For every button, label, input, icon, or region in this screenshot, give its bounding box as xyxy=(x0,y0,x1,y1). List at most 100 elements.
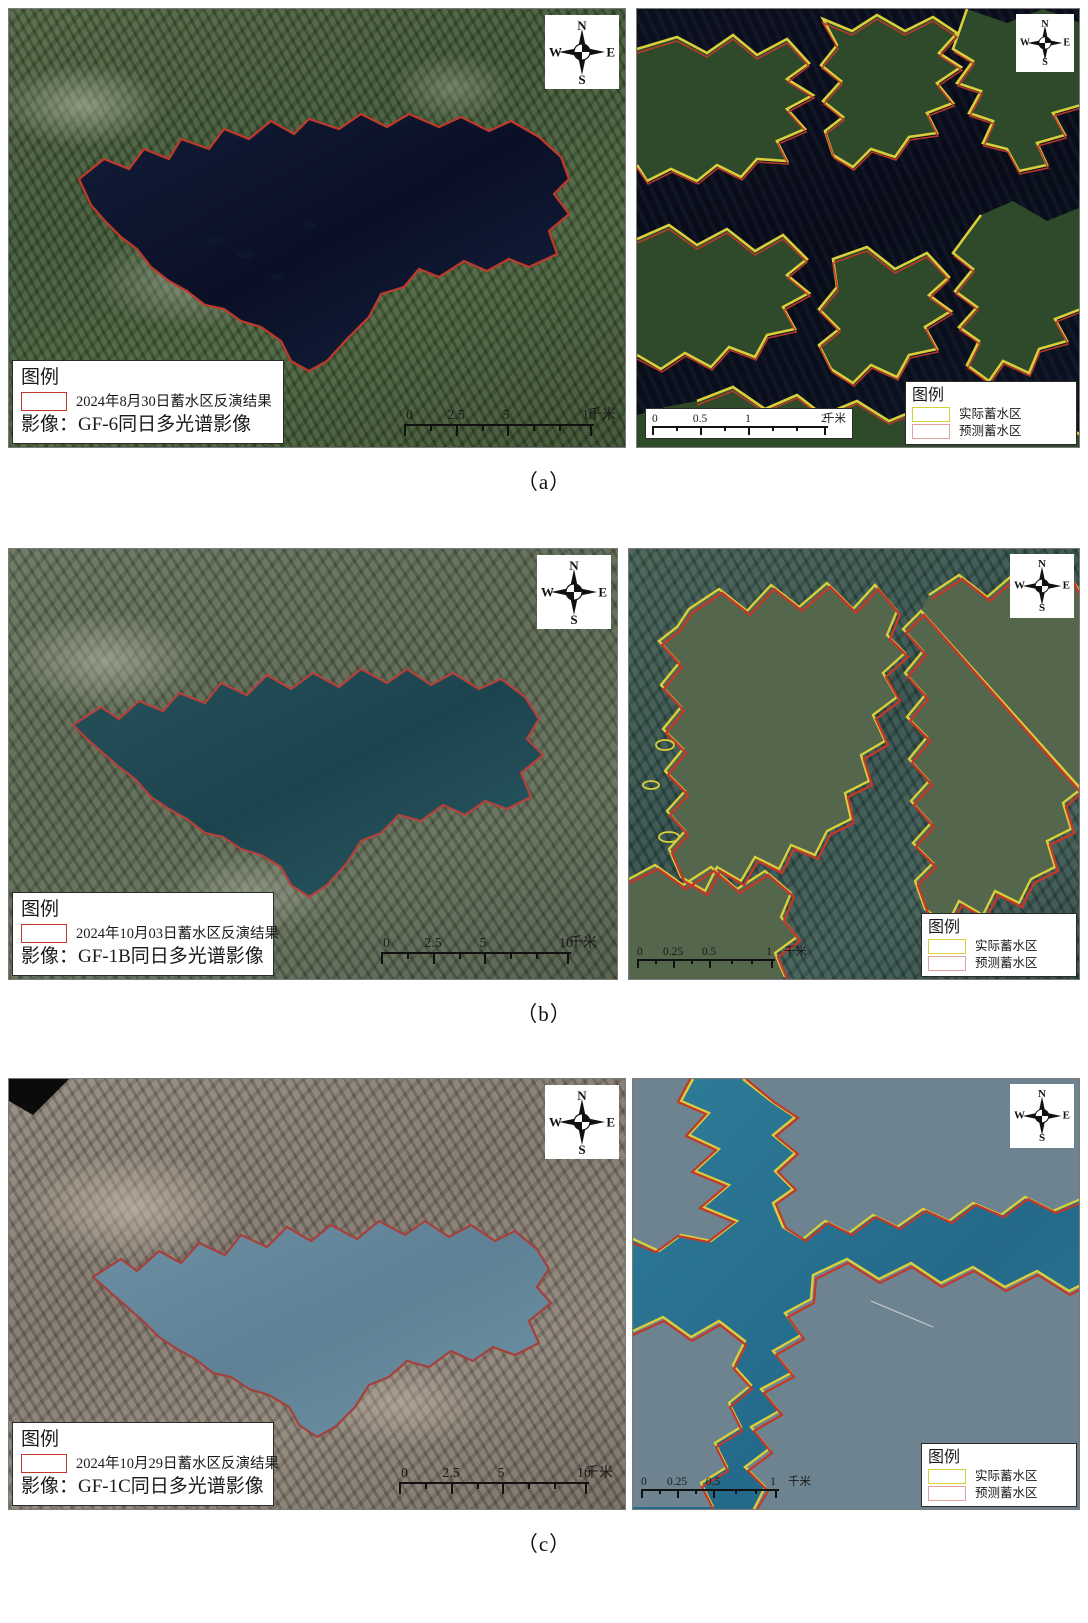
legend-item-predicted: 预测蓄水区 xyxy=(928,956,1070,971)
compass-north-label: N xyxy=(1038,1088,1046,1100)
compass-rose-a-left: N S W E xyxy=(545,15,619,89)
compass-east-label: E xyxy=(606,1114,615,1130)
panel-a-left-map-graphics xyxy=(77,112,571,373)
legend-subtitle: 影像：GF-6同日多光谱影像 xyxy=(21,414,252,435)
panel-a-left-scalebar: 0 2.5 5 10 千米 xyxy=(404,407,616,437)
legend-item-label: 预测蓄水区 xyxy=(975,1486,1038,1500)
compass-east-label: E xyxy=(1063,37,1070,49)
scalebar-ticks xyxy=(641,1489,779,1499)
scalebar-label-3: 10 xyxy=(559,936,573,951)
panel-b-right-map-graphics xyxy=(629,571,1079,979)
panel-a-caption: （a） xyxy=(516,470,572,494)
panel-b-right-legend: 图例 实际蓄水区 预测蓄水区 xyxy=(921,913,1077,977)
land-masses-b-right xyxy=(629,573,1079,979)
legend-title: 图例 xyxy=(928,1449,961,1466)
scalebar-label-0: 0 xyxy=(637,946,643,958)
scalebar-ticks xyxy=(404,424,594,437)
scalebar-label-2: 5 xyxy=(479,936,487,951)
panel-b-caption: （b） xyxy=(516,1002,572,1026)
reservoir-islands-a-left xyxy=(203,221,316,280)
panel-b-left-scalebar: 0 2.5 5 10 千米 xyxy=(381,935,597,965)
legend-item-label: 2024年8月30日蓄水区反演结果 xyxy=(76,393,272,410)
scalebar-unit: 千米 xyxy=(588,408,616,423)
panel-b-right-map[interactable]: N S W E 图例 实际蓄水区 xyxy=(628,548,1080,980)
swatch-red-outline-icon xyxy=(21,392,67,411)
scalebar-unit: 千米 xyxy=(585,1466,613,1481)
scalebar-ticks xyxy=(399,1482,589,1495)
scalebar-label-1: 2.5 xyxy=(424,936,442,951)
scalebar-numbers: 0 2.5 5 10 千米 xyxy=(399,1465,613,1482)
legend-item-predicted: 预测蓄水区 xyxy=(912,424,1070,439)
scalebar-label-2: 0.5 xyxy=(705,1476,721,1488)
predicted-reservoir-outline-c-right xyxy=(633,1079,1079,1509)
legend-item-label: 实际蓄水区 xyxy=(975,939,1038,953)
legend-item-label: 2024年10月29日蓄水区反演结果 xyxy=(76,1455,279,1472)
panel-c-right-map[interactable]: N S W E 图例 实际蓄水区 xyxy=(632,1078,1080,1510)
compass-east-label: E xyxy=(598,584,607,600)
compass-north-label: N xyxy=(577,18,587,33)
compass-north-label: N xyxy=(569,558,579,573)
swatch-yellow-outline-icon xyxy=(912,407,950,422)
compass-west-label: W xyxy=(1020,37,1030,49)
image-corner-nodata xyxy=(9,1079,69,1115)
compass-north-label: N xyxy=(1038,558,1046,570)
scalebar-label-2: 5 xyxy=(502,408,510,423)
compass-south-label: S xyxy=(1038,1132,1046,1144)
legend-subtitle: 影像：GF-1B同日多光谱影像 xyxy=(21,946,264,967)
legend-item-inversion: 2024年10月29日蓄水区反演结果 xyxy=(21,1454,279,1473)
swatch-pink-outline-icon xyxy=(928,956,966,971)
scalebar-label-2: 5 xyxy=(497,1466,505,1481)
compass-rose-c-right: N S W E xyxy=(1010,1084,1074,1148)
panel-c-left-scalebar: 0 2.5 5 10 千米 xyxy=(399,1465,613,1495)
legend-title: 图例 xyxy=(21,1429,60,1450)
swatch-yellow-outline-icon xyxy=(928,1469,966,1484)
panel-c-left-map-graphics xyxy=(9,1079,553,1439)
scalebar-label-1: 2.5 xyxy=(442,1466,460,1481)
inversion-outline-b-left xyxy=(71,667,545,899)
legend-title: 图例 xyxy=(928,919,961,936)
scalebar-unit: 千米 xyxy=(569,936,597,951)
scalebar-unit: 千米 xyxy=(823,413,846,425)
legend-title: 图例 xyxy=(21,899,60,920)
compass-east-label: E xyxy=(606,44,615,60)
panel-a-left-legend: 图例 2024年8月30日蓄水区反演结果 影像：GF-6同日多光谱影像 xyxy=(12,360,284,444)
scalebar-label-1: 0.25 xyxy=(666,1476,688,1488)
compass-needle-icon xyxy=(559,1099,605,1145)
compass-south-label: S xyxy=(1042,57,1048,68)
legend-title: 图例 xyxy=(912,387,945,404)
compass-west-label: W xyxy=(549,1114,562,1130)
scalebar-label-0: 0 xyxy=(652,413,658,425)
compass-east-label: E xyxy=(1062,1109,1070,1122)
compass-needle-icon xyxy=(559,29,605,75)
legend-item-inversion: 2024年10月03日蓄水区反演结果 xyxy=(21,924,279,943)
scalebar-label-0: 0 xyxy=(383,936,390,951)
panel-a-left-map[interactable]: N S W E 图例 2024年8月30日蓄水区反演结果 影像：G xyxy=(8,8,626,448)
scalebar-label-3: 2 xyxy=(821,413,827,425)
panel-c-caption: （c） xyxy=(516,1532,572,1556)
compass-south-label: S xyxy=(578,1142,586,1157)
reservoir-water-b-left xyxy=(73,669,543,897)
compass-west-label: W xyxy=(1014,1109,1025,1122)
panel-c: N S W E 图例 2024年10月29日蓄水区反演结果 影像： xyxy=(0,1070,1088,1623)
panel-b-left-map[interactable]: N S W E 图例 2024年10月03日蓄水区反演结果 影像： xyxy=(8,548,618,980)
legend-item-label: 预测蓄水区 xyxy=(975,956,1038,970)
panel-a-right-map[interactable]: N S W E 图例 实际蓄水区 xyxy=(636,8,1080,448)
legend-subtitle: 影像：GF-1C同日多光谱影像 xyxy=(21,1476,264,1497)
compass-needle-icon xyxy=(1027,25,1063,61)
inversion-outline-a-left xyxy=(77,112,571,373)
reservoir-water-c-left xyxy=(93,1221,551,1437)
panel-c-right-scalebar: 0 0.25 0.5 1 千米 xyxy=(641,1475,811,1499)
swatch-pink-outline-icon xyxy=(912,424,950,439)
compass-north-label: N xyxy=(1041,19,1049,30)
panel-b-left-map-graphics xyxy=(71,667,545,899)
panel-c-left-map[interactable]: N S W E 图例 2024年10月29日蓄水区反演结果 影像： xyxy=(8,1078,626,1510)
compass-west-label: W xyxy=(541,584,554,600)
compass-needle-icon xyxy=(1022,1096,1062,1136)
legend-item-predicted: 预测蓄水区 xyxy=(928,1486,1070,1501)
scalebar-label-2: 1 xyxy=(745,413,751,425)
panel-c-left-legend: 图例 2024年10月29日蓄水区反演结果 影像：GF-1C同日多光谱影像 xyxy=(12,1422,279,1506)
compass-rose-c-left: N S W E xyxy=(545,1085,619,1159)
legend-item-actual: 实际蓄水区 xyxy=(928,939,1070,954)
bridge-line-c-right xyxy=(870,1300,934,1328)
